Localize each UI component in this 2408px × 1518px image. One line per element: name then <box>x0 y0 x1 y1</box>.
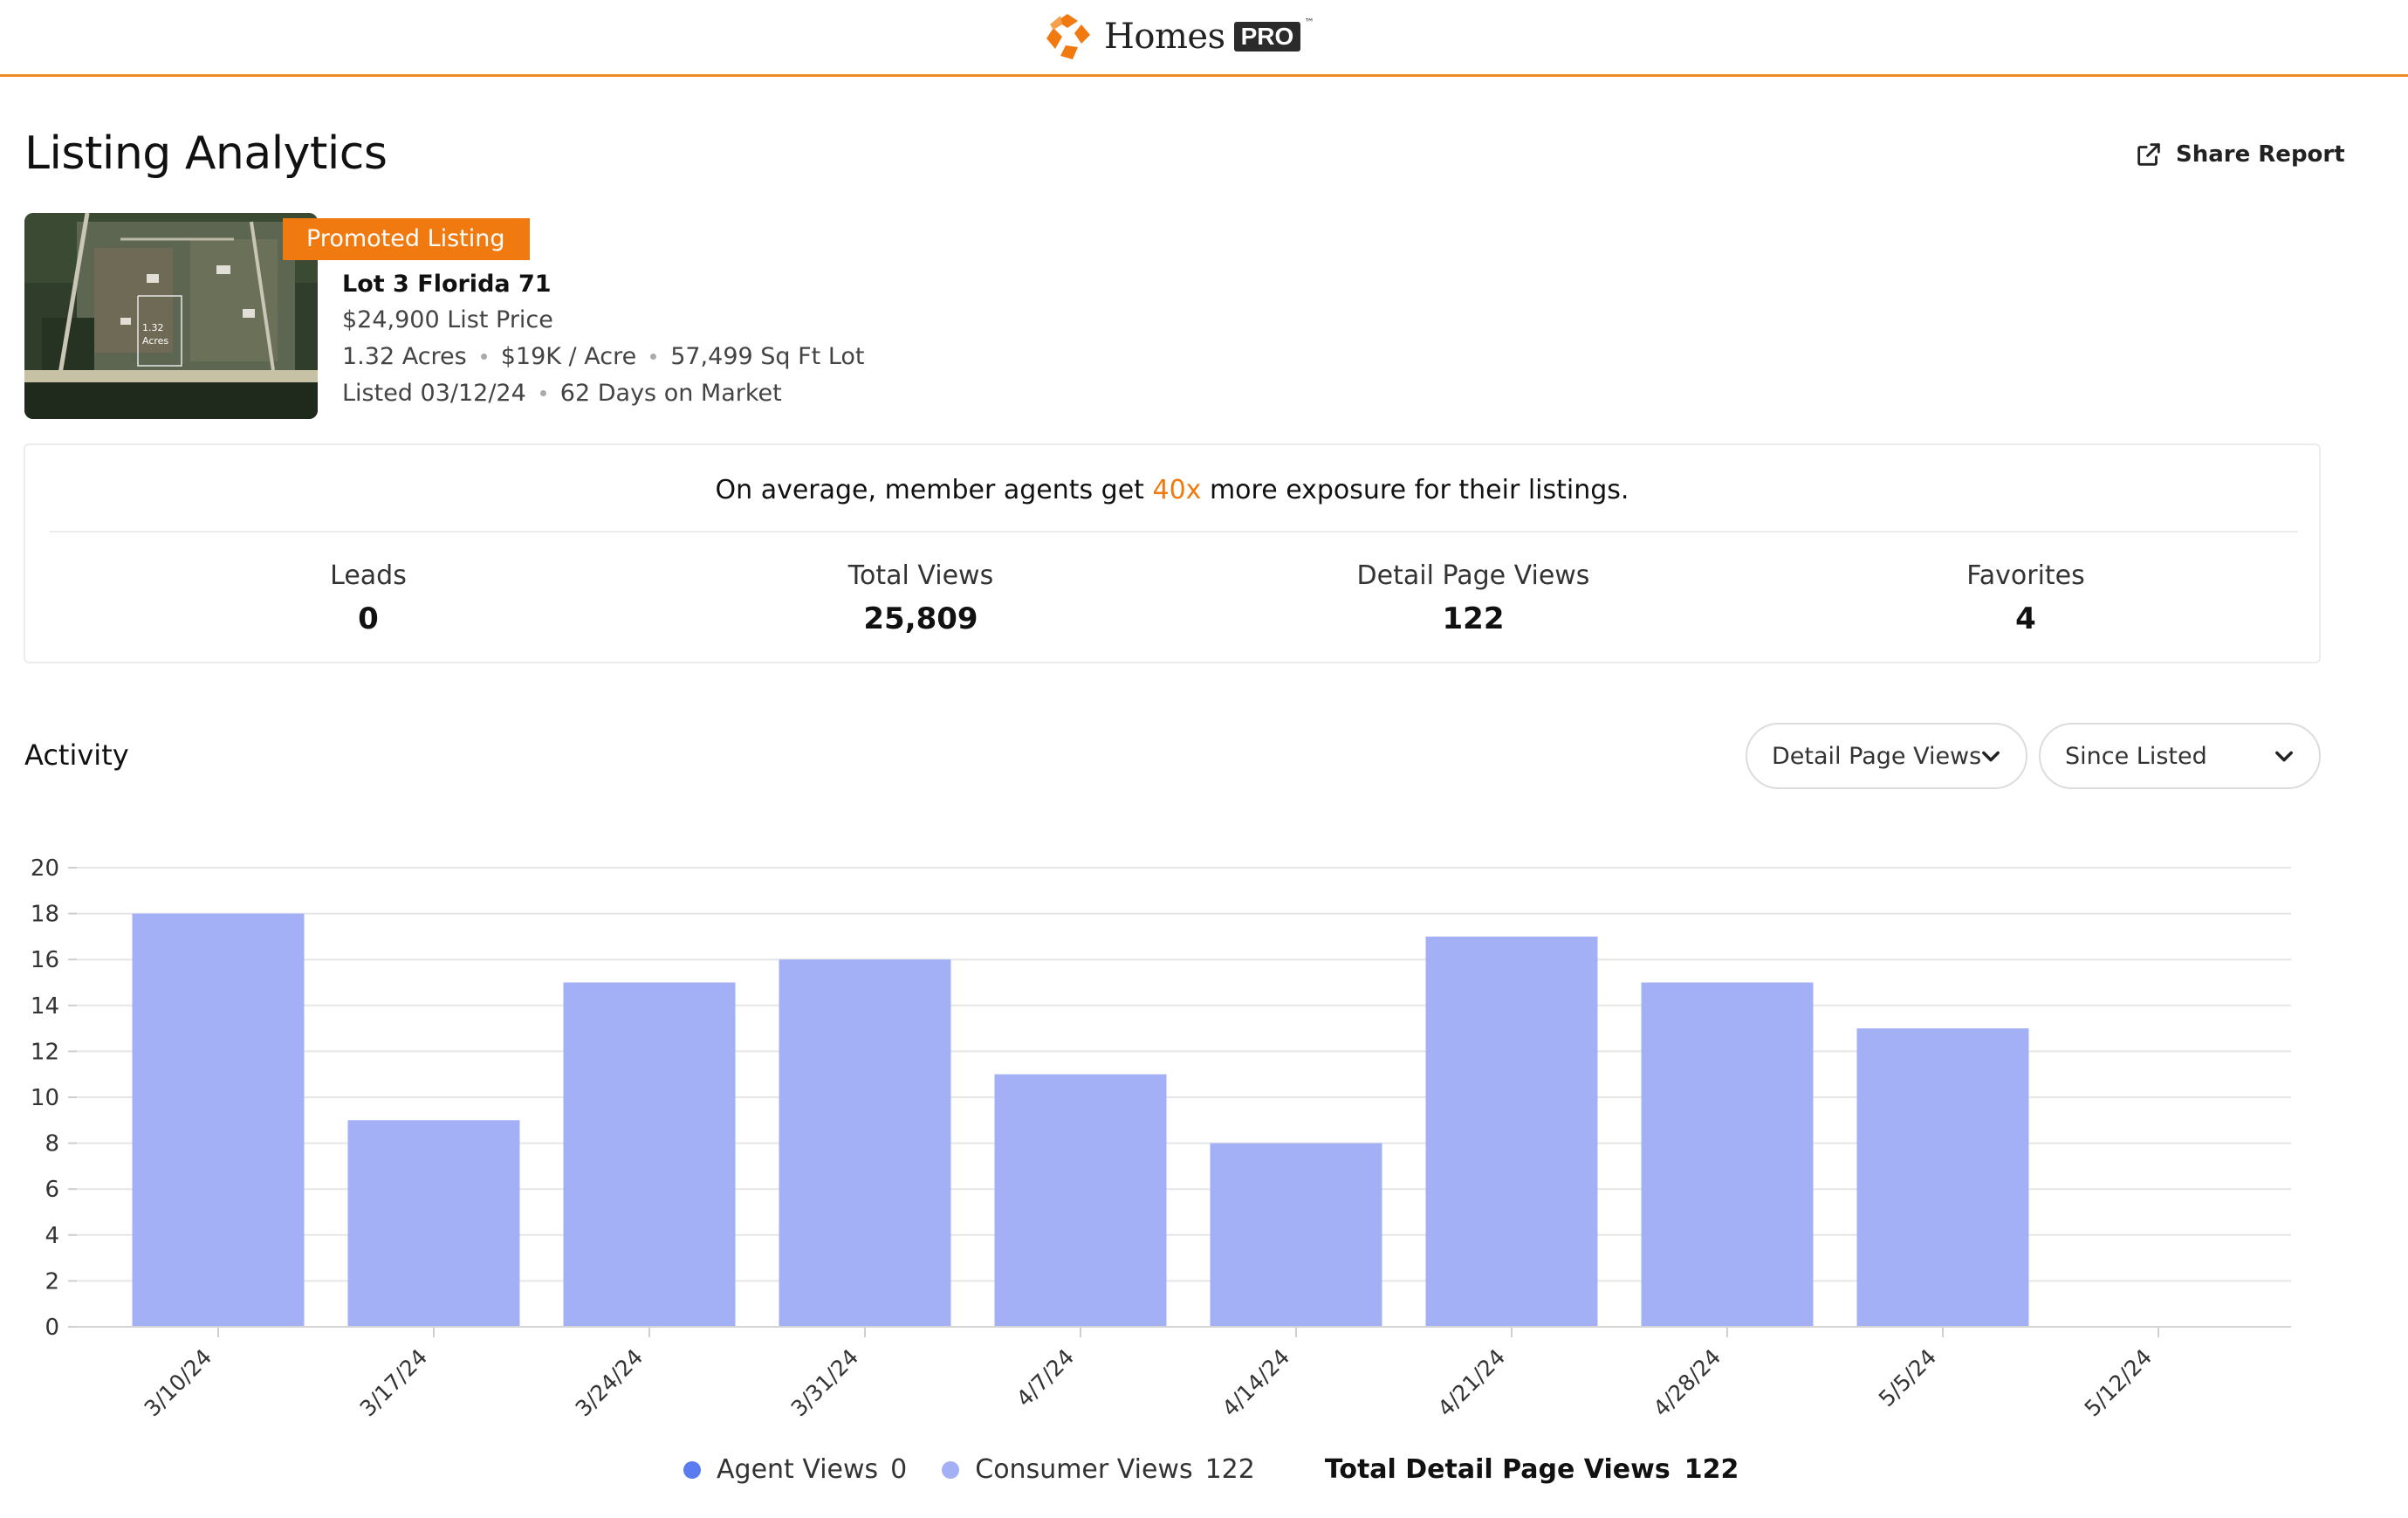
x-tick-label: 5/12/24 <box>2080 1344 2158 1422</box>
stat-total-views-label: Total Views <box>847 560 994 591</box>
listing-details-line: 1.32 Acres $19K / Acre 57,499 Sq Ft Lot <box>342 343 865 370</box>
photo-acre-label: 1.32 <box>142 322 164 333</box>
legend-agent-views[interactable]: Agent Views 0 <box>683 1454 907 1485</box>
x-tick-label: 3/24/24 <box>571 1344 648 1422</box>
activity-title: Activity <box>24 738 129 772</box>
date-range-dropdown-value: Since Listed <box>2065 742 2207 770</box>
listing-photo[interactable]: 1.32 Acres <box>24 213 318 419</box>
share-report-button[interactable]: Share Report <box>2134 140 2345 169</box>
bar-consumer-views <box>563 982 736 1327</box>
bar-consumer-views <box>132 913 305 1327</box>
y-tick-label: 6 <box>45 1177 59 1203</box>
x-tick-label: 4/28/24 <box>1649 1344 1726 1422</box>
stat-leads-label: Leads <box>330 560 407 591</box>
x-tick-label: 4/21/24 <box>1433 1344 1511 1422</box>
chart-legend: Agent Views 0 Consumer Views 122 Total D… <box>683 1454 1739 1485</box>
listing-dates-line: Listed 03/12/24 62 Days on Market <box>342 380 782 407</box>
listing-name[interactable]: Lot 3 Florida 71 <box>342 271 552 298</box>
days-on-market: 62 Days on Market <box>559 380 782 407</box>
y-tick-label: 4 <box>45 1223 59 1249</box>
separator-dot <box>480 354 487 360</box>
page-title: Listing Analytics <box>24 127 388 180</box>
promoted-listing-badge: Promoted Listing <box>283 218 530 260</box>
stat-leads-value: 0 <box>358 601 379 636</box>
y-tick-label: 0 <box>45 1315 59 1341</box>
bar-consumer-views <box>779 959 951 1327</box>
stat-leads: Leads 0 <box>194 560 543 636</box>
bar-consumer-views <box>347 1120 520 1327</box>
homes-logo-icon <box>1046 14 1090 59</box>
exposure-suffix: more exposure for their listings. <box>1201 475 1629 505</box>
metric-dropdown-value: Detail Page Views <box>1772 742 1982 770</box>
bar-consumer-views <box>1425 936 1598 1327</box>
activity-bar-chart: 0 2 4 6 8 10 12 14 16 18 20 3/10/24 3/17/24 3/24/24 3/… <box>31 855 2291 1422</box>
exposure-multiplier: 40x <box>1152 475 1202 505</box>
x-tick-label: 3/31/24 <box>786 1344 864 1422</box>
stat-total-views-value: 25,809 <box>863 601 978 636</box>
activity-chart: 0 2 4 6 8 10 12 14 16 18 20 3/10/24 3/17/24 3/24/24 3/… <box>0 838 2408 1432</box>
date-range-dropdown[interactable]: Since Listed <box>2039 723 2321 789</box>
exposure-message: On average, member agents get 40x more e… <box>25 475 2319 505</box>
homes-pro-logo[interactable]: Homes PRO ™ <box>1043 5 1314 68</box>
x-tick-label: 4/14/24 <box>1218 1344 1295 1422</box>
photo-acre-unit: Acres <box>142 335 168 347</box>
stat-favorites-value: 4 <box>2015 601 2036 636</box>
trademark-symbol: ™ <box>1304 17 1315 29</box>
stat-favorites-label: Favorites <box>1966 560 2085 591</box>
y-tick-label: 8 <box>45 1131 59 1157</box>
x-tick-label: 3/17/24 <box>355 1344 433 1422</box>
legend-agent-label: Agent Views <box>717 1454 879 1485</box>
bar-consumer-views <box>1210 1143 1382 1327</box>
bar-consumer-views <box>994 1074 1167 1327</box>
agent-views-dot-icon <box>683 1460 701 1479</box>
y-tick-label: 18 <box>31 902 59 928</box>
stats-divider <box>50 531 2298 532</box>
chevron-down-icon <box>1982 751 2000 762</box>
listing-date: Listed 03/12/24 <box>342 380 526 407</box>
brand-pro-badge: PRO <box>1233 22 1301 52</box>
stat-favorites: Favorites 4 <box>1851 560 2200 636</box>
stat-detail-views-label: Detail Page Views <box>1356 560 1590 591</box>
metric-dropdown[interactable]: Detail Page Views <box>1746 723 2027 789</box>
brand-name: Homes <box>1104 17 1225 57</box>
y-tick-label: 2 <box>45 1268 59 1295</box>
stat-total-views: Total Views 25,809 <box>746 560 1095 636</box>
x-tick-label: 5/5/24 <box>1874 1344 1941 1412</box>
stat-detail-views-value: 122 <box>1442 601 1505 636</box>
legend-total-value: 122 <box>1684 1454 1739 1485</box>
listing-lot-size: 57,499 Sq Ft Lot <box>670 343 865 370</box>
listing-price-per-acre: $19K / Acre <box>500 343 637 370</box>
legend-total-label: Total Detail Page Views <box>1324 1454 1671 1485</box>
y-tick-label: 20 <box>31 855 59 882</box>
legend-consumer-value: 122 <box>1204 1454 1255 1485</box>
y-tick-label: 12 <box>31 1039 59 1065</box>
y-tick-label: 16 <box>31 947 59 973</box>
share-report-label: Share Report <box>2176 141 2345 168</box>
legend-consumer-label: Consumer Views <box>975 1454 1193 1485</box>
chevron-down-icon <box>2275 751 2293 762</box>
exposure-prefix: On average, member agents get <box>715 475 1153 505</box>
x-tick-label: 4/7/24 <box>1012 1344 1079 1412</box>
consumer-views-dot-icon <box>942 1460 960 1479</box>
legend-total-detail-views: Total Detail Page Views 122 <box>1325 1454 1739 1485</box>
top-header: Homes PRO ™ <box>0 0 2408 77</box>
bar-consumer-views <box>1856 1028 2029 1327</box>
y-tick-label: 10 <box>31 1085 59 1111</box>
legend-agent-value: 0 <box>890 1454 908 1485</box>
listing-acres: 1.32 Acres <box>342 343 467 370</box>
separator-dot <box>650 354 657 360</box>
separator-dot <box>539 390 546 396</box>
legend-consumer-views[interactable]: Consumer Views 122 <box>942 1454 1255 1485</box>
bar-consumer-views <box>1641 982 1814 1327</box>
listing-price: $24,900 List Price <box>342 306 553 333</box>
share-icon <box>2137 143 2160 166</box>
x-tick-label: 3/10/24 <box>140 1344 217 1422</box>
y-tick-label: 14 <box>31 993 59 1020</box>
stats-panel: On average, member agents get 40x more e… <box>24 443 2321 663</box>
stat-detail-page-views: Detail Page Views 122 <box>1299 560 1648 636</box>
